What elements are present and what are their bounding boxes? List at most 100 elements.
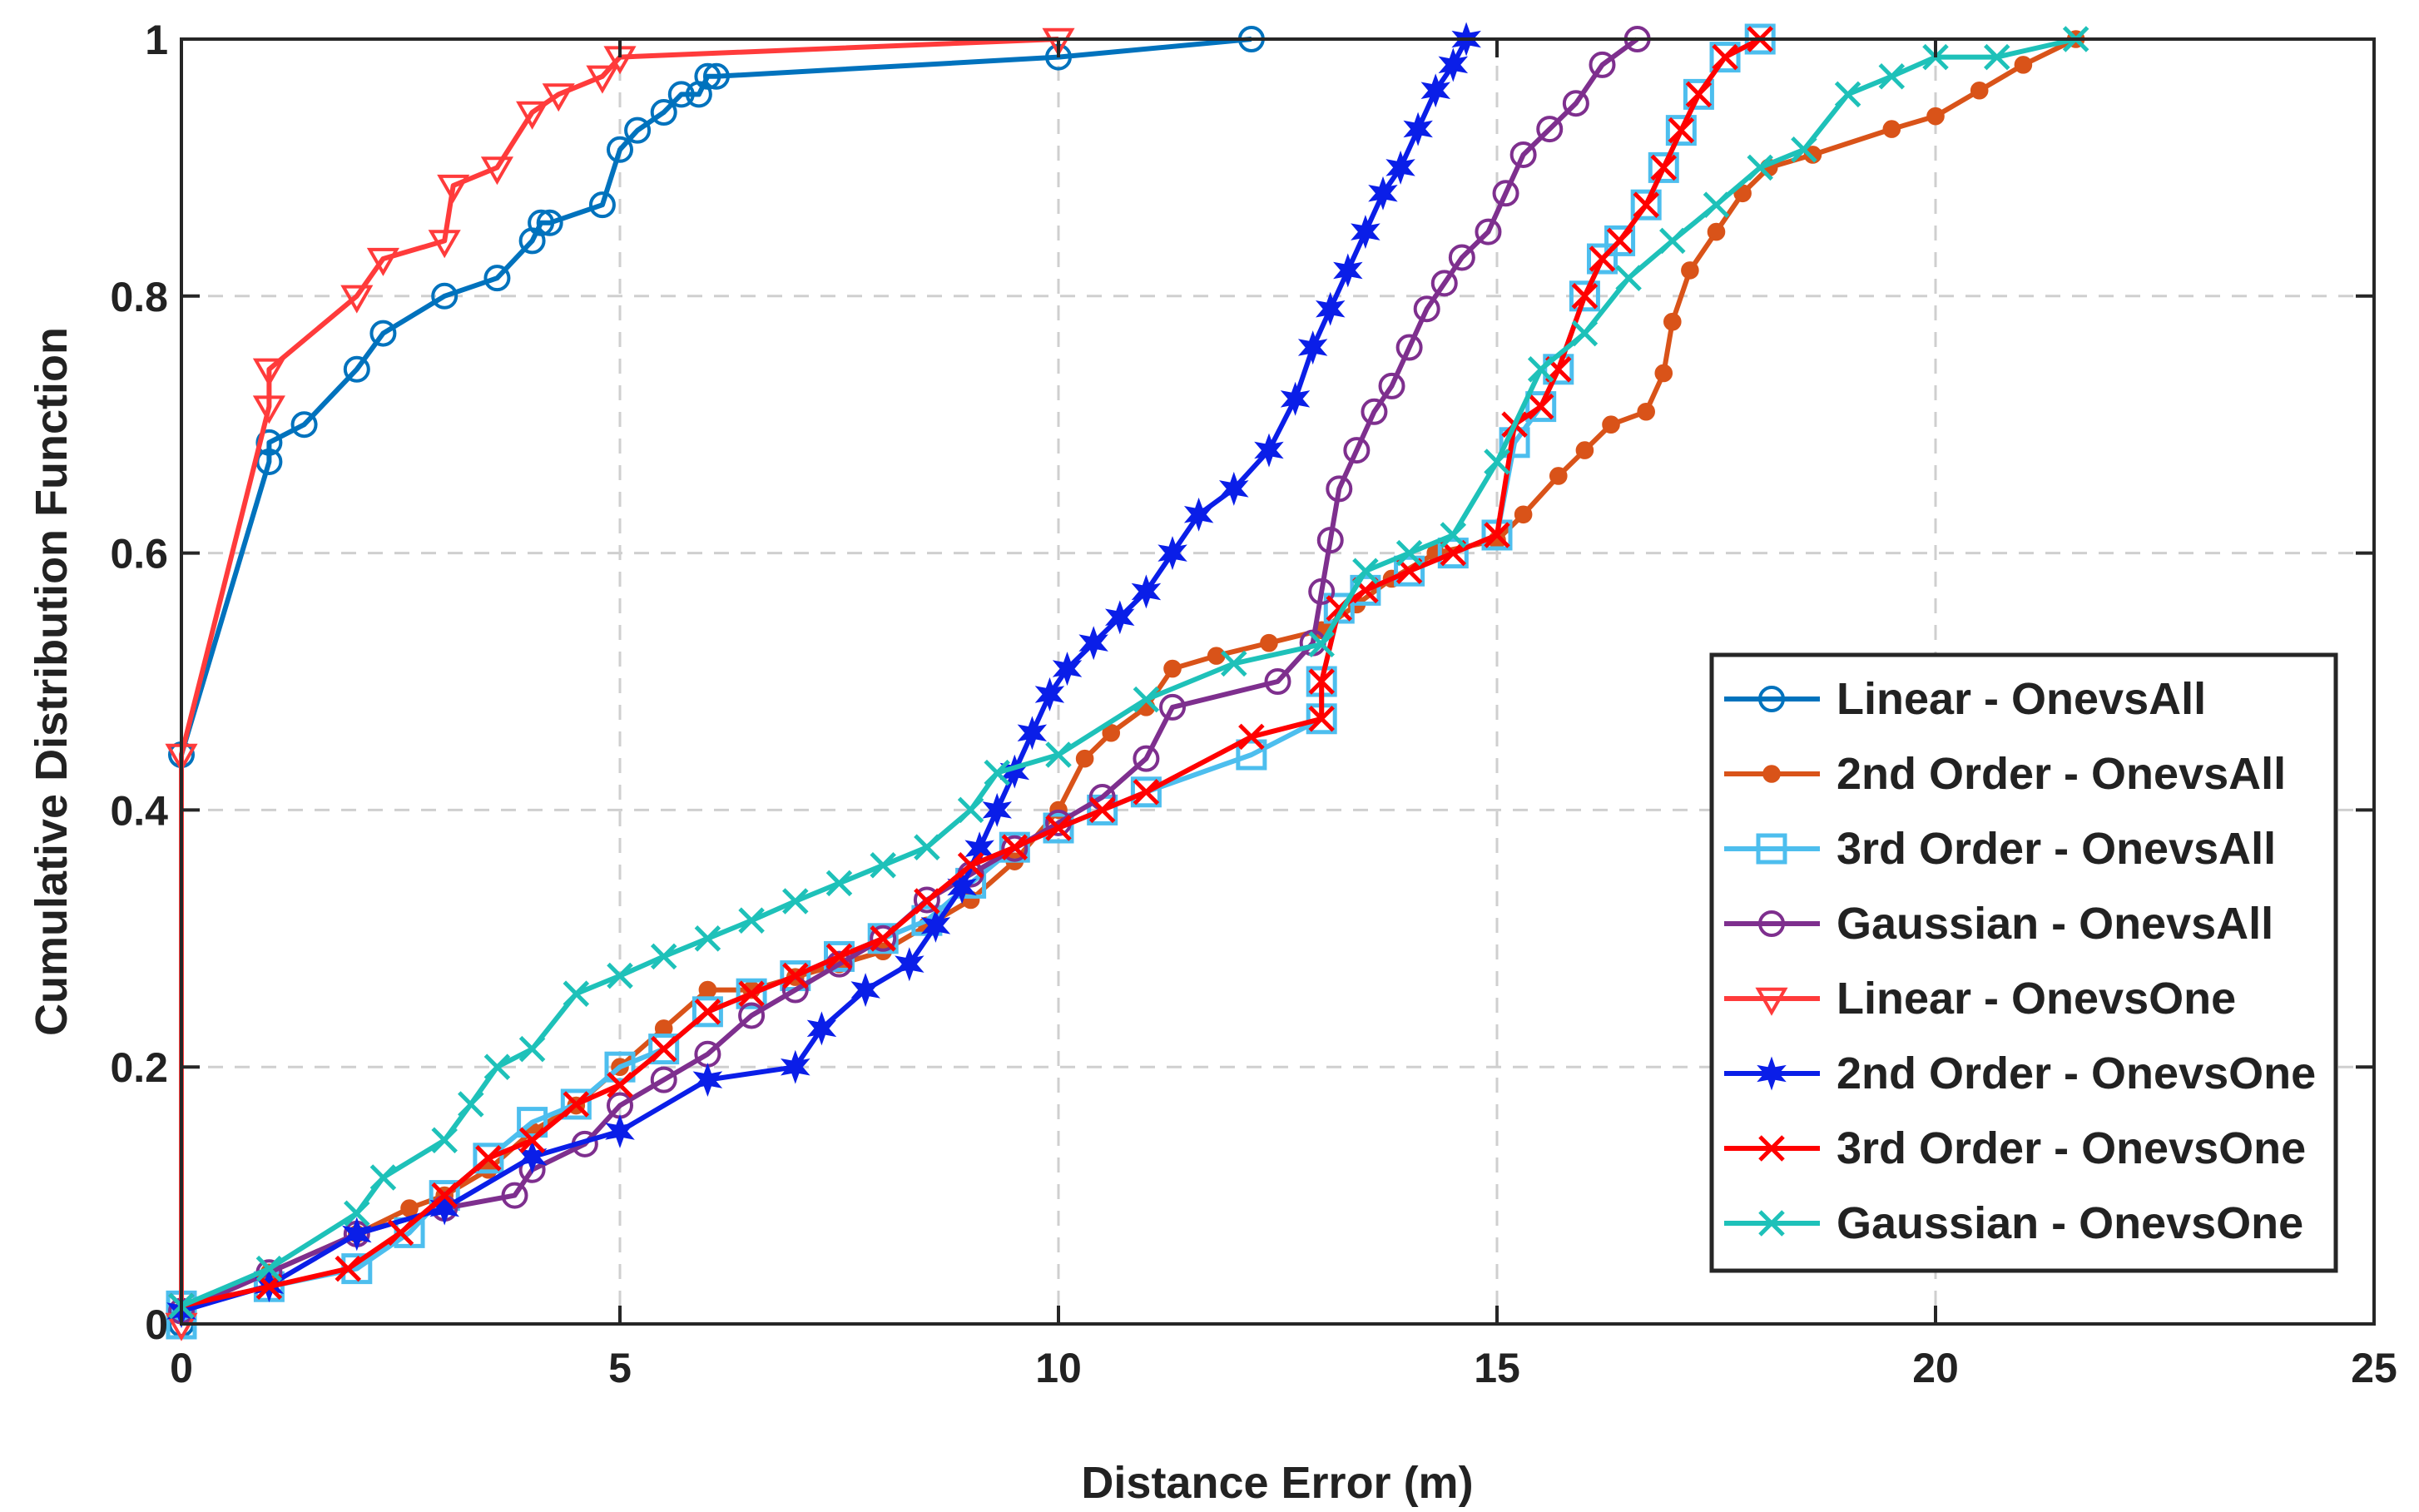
data-point <box>736 978 767 1009</box>
data-point <box>870 925 896 952</box>
data-point <box>1758 686 1785 712</box>
data-point <box>516 101 549 130</box>
data-point <box>560 1088 592 1120</box>
x-tick-label: 10 <box>1035 1345 1082 1391</box>
data-point <box>255 1255 283 1282</box>
data-point <box>607 136 633 163</box>
data-point <box>563 1091 590 1118</box>
data-point <box>1602 415 1620 434</box>
data-point <box>437 174 470 203</box>
data-point <box>957 852 984 879</box>
data-point <box>1045 815 1072 841</box>
data-point <box>1648 151 1679 183</box>
data-point <box>1163 659 1182 678</box>
data-point <box>1758 1210 1785 1237</box>
data-point <box>1571 283 1599 310</box>
data-point <box>1254 433 1284 468</box>
data-point <box>563 980 590 1007</box>
legend-item: 2nd Order - OnevsAll <box>1724 749 2286 799</box>
legend-label: 3rd Order - OnevsOne <box>1837 1123 2306 1173</box>
data-point <box>914 834 940 860</box>
data-point <box>1236 739 1267 771</box>
data-point <box>694 999 721 1025</box>
data-point <box>369 1164 397 1191</box>
legend: Linear - OnevsAll 2nd Order - OnevsAll 3rd… <box>1709 652 2338 1273</box>
data-point <box>1420 73 1451 108</box>
data-point <box>518 1127 546 1153</box>
data-point <box>1509 141 1537 168</box>
data-point <box>1569 280 1600 312</box>
data-point <box>1352 558 1379 584</box>
legend-item: 3rd Order - OnevsOne <box>1724 1123 2306 1173</box>
data-point <box>518 1035 546 1063</box>
data-point <box>1316 527 1344 554</box>
data-point <box>1637 402 1655 421</box>
data-point <box>1403 112 1433 146</box>
legend-item: 3rd Order - OnevsAll <box>1724 824 2276 874</box>
data-point <box>1575 441 1594 459</box>
series-2nd-order-onevsone <box>166 22 1481 1329</box>
data-point <box>458 1091 484 1118</box>
x-axis-title: Distance Error (m) <box>1081 1458 1473 1508</box>
data-point <box>1707 222 1726 241</box>
data-point <box>1264 668 1291 695</box>
data-point <box>1448 244 1475 271</box>
data-point <box>1663 312 1682 331</box>
data-point <box>536 209 563 236</box>
data-point <box>1475 218 1502 245</box>
data-point <box>1484 522 1510 548</box>
data-point <box>1133 686 1160 713</box>
plot-frame <box>180 37 2376 1326</box>
data-point <box>648 1034 680 1065</box>
legend-label: Gaussian - OnevsOne <box>1837 1198 2303 1248</box>
data-point <box>1615 265 1642 291</box>
data-point <box>1157 536 1187 571</box>
data-point <box>2014 56 2033 74</box>
data-point <box>1045 741 1072 768</box>
data-point <box>692 1063 723 1098</box>
legend-item: Gaussian - OnevsAll <box>1724 899 2273 949</box>
x-tick-label: 25 <box>2351 1345 2397 1391</box>
data-point <box>913 886 940 914</box>
data-point <box>1659 227 1686 255</box>
data-point <box>431 1182 458 1209</box>
data-point <box>1791 136 1817 163</box>
data-point <box>1001 834 1029 860</box>
data-point <box>1709 42 1741 73</box>
legend-item: Linear - OnevsOne <box>1724 974 2236 1024</box>
data-series <box>165 22 2089 1341</box>
data-point <box>1413 295 1440 323</box>
data-point <box>473 1143 504 1174</box>
data-point <box>1562 90 1589 117</box>
data-point <box>1703 191 1730 218</box>
data-point <box>1440 522 1467 548</box>
data-point <box>1323 592 1355 624</box>
data-point <box>1280 381 1311 416</box>
data-point <box>1075 749 1094 768</box>
data-point <box>920 908 951 943</box>
data-point <box>1606 227 1633 255</box>
data-point <box>344 1200 370 1227</box>
data-point <box>1378 372 1405 399</box>
legend-box <box>1709 652 2338 1273</box>
series-line <box>179 37 1252 1324</box>
data-point <box>1549 467 1568 485</box>
axis-ticks: 0 5 10 15 20 25 0 0.2 0.4 0.6 0.8 1 <box>110 17 2397 1391</box>
data-point <box>825 870 853 897</box>
data-point <box>870 925 897 952</box>
data-point <box>343 355 370 383</box>
data-point <box>1130 776 1162 808</box>
data-point <box>1665 115 1697 146</box>
data-point <box>1683 78 1714 110</box>
data-point <box>517 1139 548 1174</box>
data-point <box>1712 43 1738 71</box>
data-point <box>483 265 511 292</box>
data-point <box>1017 716 1048 751</box>
data-point <box>1131 574 1162 609</box>
data-point <box>1984 43 2010 71</box>
data-point <box>667 81 695 108</box>
data-point <box>341 1217 372 1252</box>
data-point <box>1395 334 1423 361</box>
data-point <box>1159 693 1187 721</box>
legend-item: 2nd Order - OnevsOne <box>1724 1048 2316 1098</box>
